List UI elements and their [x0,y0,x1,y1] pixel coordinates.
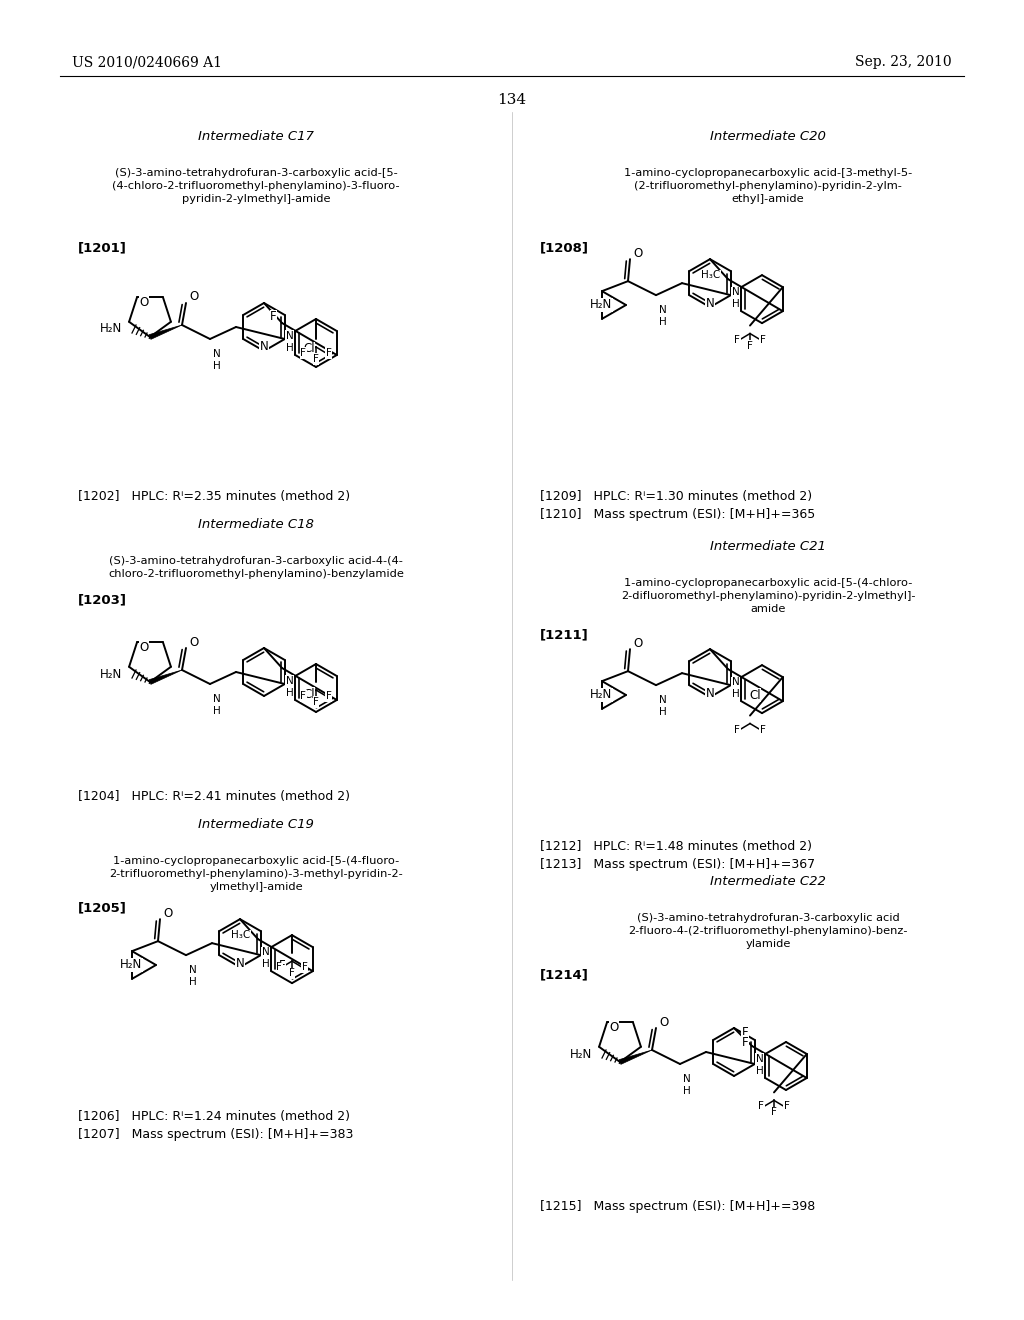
Text: Cl: Cl [303,688,314,701]
Text: Cl: Cl [303,342,314,355]
Text: Cl: Cl [750,689,761,702]
Text: N
H: N H [189,965,197,987]
Text: N
H: N H [286,676,294,697]
Text: 1-amino-cyclopropanecarboxylic acid-[5-(4-chloro-
2-difluoromethyl-phenylamino)-: 1-amino-cyclopropanecarboxylic acid-[5-(… [621,578,915,614]
Text: [1208]: [1208] [540,242,589,255]
Text: [1202]   HPLC: Rⁱ=2.35 minutes (method 2): [1202] HPLC: Rⁱ=2.35 minutes (method 2) [78,490,350,503]
Text: F: F [313,697,318,708]
Text: [1206]   HPLC: Rⁱ=1.24 minutes (method 2): [1206] HPLC: Rⁱ=1.24 minutes (method 2) [78,1110,350,1123]
Text: F: F [326,690,332,701]
Text: O: O [633,247,642,260]
Text: F: F [742,1035,749,1048]
Text: F: F [734,725,740,734]
Text: N: N [236,957,245,970]
Text: Intermediate C18: Intermediate C18 [198,517,314,531]
Text: H₂N: H₂N [99,668,122,681]
Text: (S)-3-amino-tetrahydrofuran-3-carboxylic acid
2-fluoro-4-(2-trifluoromethyl-phen: (S)-3-amino-tetrahydrofuran-3-carboxylic… [629,913,907,949]
Text: F: F [270,310,276,323]
Text: [1215]   Mass spectrum (ESI): [M+H]+=398: [1215] Mass spectrum (ESI): [M+H]+=398 [540,1200,815,1213]
Text: N: N [260,341,268,354]
Text: Intermediate C19: Intermediate C19 [198,818,314,832]
Text: F: F [784,1101,790,1111]
Text: H₂N: H₂N [590,689,612,701]
Text: H₂N: H₂N [569,1048,592,1060]
Text: [1209]   HPLC: Rⁱ=1.30 minutes (method 2): [1209] HPLC: Rⁱ=1.30 minutes (method 2) [540,490,812,503]
Polygon shape [150,671,182,684]
Text: N
H: N H [756,1053,764,1076]
Text: Intermediate C22: Intermediate C22 [710,875,826,888]
Text: F: F [748,341,753,351]
Text: [1212]   HPLC: Rⁱ=1.48 minutes (method 2): [1212] HPLC: Rⁱ=1.48 minutes (method 2) [540,840,812,853]
Text: O: O [609,1020,618,1034]
Polygon shape [620,1049,652,1064]
Text: F: F [300,348,306,358]
Polygon shape [150,325,182,339]
Text: N
H: N H [732,288,739,309]
Text: [1211]: [1211] [540,628,589,642]
Text: O: O [139,296,148,309]
Text: H₂N: H₂N [120,958,142,972]
Text: 1-amino-cyclopropanecarboxylic acid-[3-methyl-5-
(2-trifluoromethyl-phenylamino): 1-amino-cyclopropanecarboxylic acid-[3-m… [624,168,912,205]
Text: [1204]   HPLC: Rⁱ=2.41 minutes (method 2): [1204] HPLC: Rⁱ=2.41 minutes (method 2) [78,789,350,803]
Text: N
H: N H [262,948,269,969]
Text: [1214]: [1214] [540,969,589,982]
Text: [1203]: [1203] [78,594,127,606]
Text: Intermediate C20: Intermediate C20 [710,129,826,143]
Text: F: F [771,1107,777,1118]
Text: N
H: N H [683,1074,691,1096]
Text: H₂N: H₂N [590,298,612,312]
Text: F: F [742,1026,749,1039]
Text: Intermediate C21: Intermediate C21 [710,540,826,553]
Text: [1201]: [1201] [78,242,127,255]
Text: H₃C: H₃C [701,271,721,280]
Text: F: F [276,962,282,972]
Text: N
H: N H [732,677,739,698]
Text: O: O [163,907,172,920]
Text: [1205]: [1205] [78,902,127,915]
Text: O: O [189,290,199,304]
Text: US 2010/0240669 A1: US 2010/0240669 A1 [72,55,222,69]
Text: N
H: N H [659,696,667,717]
Text: N: N [706,297,715,310]
Text: H₃C: H₃C [231,931,251,940]
Text: F: F [302,962,308,972]
Text: [1213]   Mass spectrum (ESI): [M+H]+=367: [1213] Mass spectrum (ESI): [M+H]+=367 [540,858,815,871]
Text: F: F [300,690,306,701]
Text: [1207]   Mass spectrum (ESI): [M+H]+=383: [1207] Mass spectrum (ESI): [M+H]+=383 [78,1129,353,1140]
Text: F: F [760,334,766,345]
Text: O: O [633,636,642,649]
Text: F: F [760,725,766,734]
Text: F: F [280,958,286,972]
Text: [1210]   Mass spectrum (ESI): [M+H]+=365: [1210] Mass spectrum (ESI): [M+H]+=365 [540,508,815,521]
Text: O: O [189,635,199,648]
Text: F: F [289,968,295,978]
Text: O: O [139,640,148,653]
Text: (S)-3-amino-tetrahydrofuran-3-carboxylic acid-[5-
(4-chloro-2-trifluoromethyl-ph: (S)-3-amino-tetrahydrofuran-3-carboxylic… [113,168,399,205]
Text: H₂N: H₂N [99,322,122,335]
Text: F: F [313,354,318,364]
Text: 134: 134 [498,92,526,107]
Text: F: F [326,348,332,358]
Text: N
H: N H [213,694,221,715]
Text: (S)-3-amino-tetrahydrofuran-3-carboxylic acid-4-(4-
chloro-2-trifluoromethyl-phe: (S)-3-amino-tetrahydrofuran-3-carboxylic… [109,556,403,579]
Text: F: F [734,334,740,345]
Text: N
H: N H [213,348,221,371]
Text: Intermediate C17: Intermediate C17 [198,129,314,143]
Text: N: N [706,686,715,700]
Text: 1-amino-cyclopropanecarboxylic acid-[5-(4-fluoro-
2-trifluoromethyl-phenylamino): 1-amino-cyclopropanecarboxylic acid-[5-(… [110,855,402,892]
Text: Sep. 23, 2010: Sep. 23, 2010 [855,55,952,69]
Text: N
H: N H [286,331,294,352]
Text: N
H: N H [659,305,667,327]
Text: O: O [659,1015,669,1028]
Text: F: F [758,1101,764,1111]
